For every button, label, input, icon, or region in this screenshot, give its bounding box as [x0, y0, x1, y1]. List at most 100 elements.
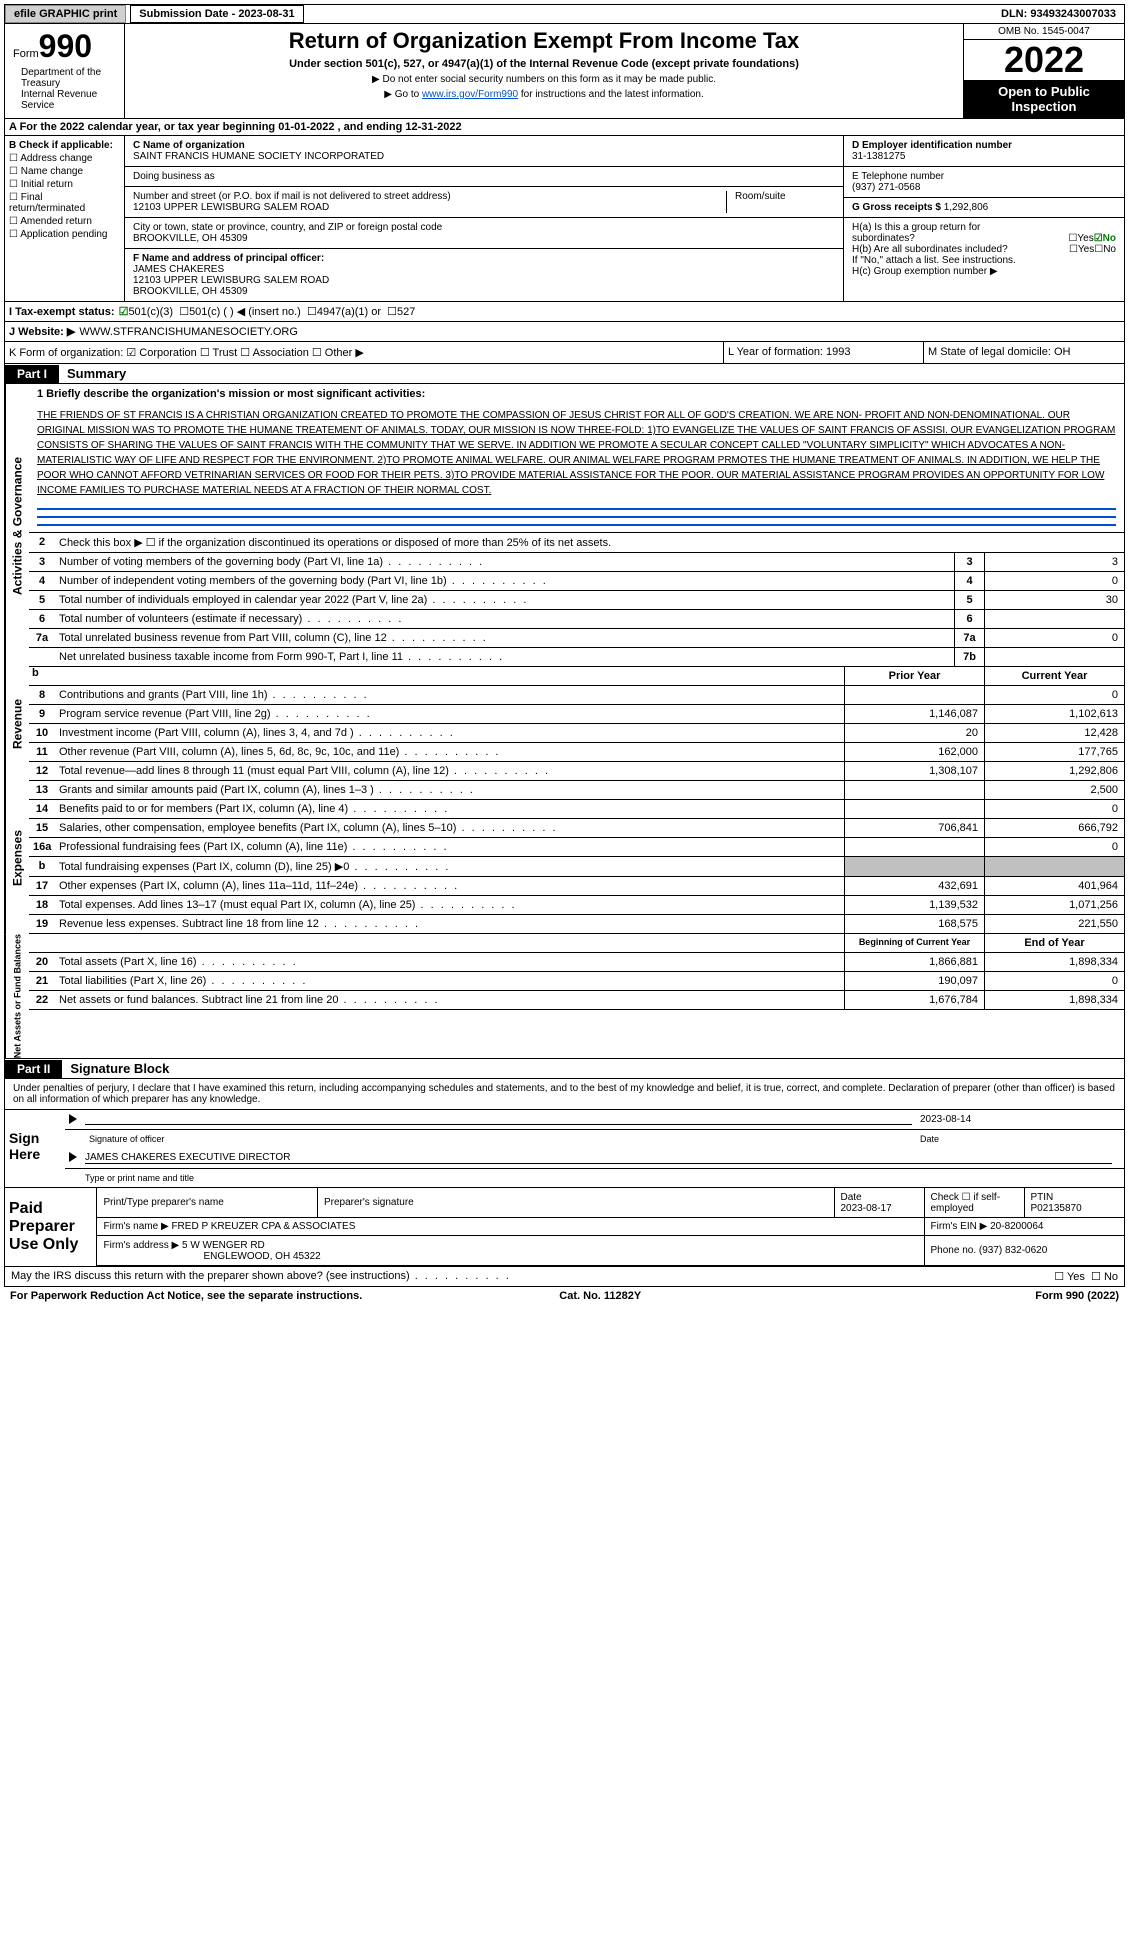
num: 12: [29, 762, 55, 780]
vert-net-assets: Net Assets or Fund Balances: [5, 934, 29, 1058]
h-a-no[interactable]: ☑No: [1094, 233, 1116, 244]
num: 13: [29, 781, 55, 799]
activities-governance-section: Activities & Governance 1 Briefly descri…: [4, 384, 1125, 667]
sign-here-block: Sign Here 2023-08-14 Signature of office…: [4, 1110, 1125, 1188]
desc: Other expenses (Part IX, column (A), lin…: [55, 877, 844, 895]
spacer2: [29, 934, 844, 952]
box: 5: [954, 591, 984, 609]
desc: Net unrelated business taxable income fr…: [55, 648, 954, 666]
desc: Total assets (Part X, line 16): [55, 953, 844, 971]
current: 1,898,334: [984, 991, 1124, 1009]
gov-line-5: 5 Total number of individuals employed i…: [29, 591, 1124, 610]
vert-revenue: Revenue: [5, 667, 29, 781]
num: 3: [29, 553, 55, 571]
cb-final-return[interactable]: ☐ Final return/terminated: [9, 192, 120, 214]
num: 19: [29, 915, 55, 933]
omb-number: OMB No. 1545-0047: [964, 24, 1124, 40]
section-h: H(a) Is this a group return for subordin…: [844, 218, 1124, 281]
prep-date-lbl: Date: [841, 1192, 918, 1203]
gross-label: G Gross receipts $: [852, 202, 941, 213]
net-assets-section: Net Assets or Fund Balances Beginning of…: [4, 934, 1125, 1059]
cb-name-change[interactable]: ☐ Name change: [9, 166, 120, 177]
firm-phone-lbl: Phone no.: [931, 1245, 977, 1256]
val: 30: [984, 591, 1124, 609]
sig-row-2: JAMES CHAKERES EXECUTIVE DIRECTOR: [65, 1148, 1124, 1169]
city-cell: City or town, state or province, country…: [125, 218, 843, 249]
discuss-yes[interactable]: ☐ Yes: [1054, 1270, 1085, 1283]
website-value: WWW.STFRANCISHUMANESOCIETY.ORG: [79, 326, 298, 338]
firm-name: FRED P KREUZER CPA & ASSOCIATES: [171, 1221, 355, 1232]
ptin-lbl: PTIN: [1031, 1192, 1119, 1203]
paid-prep-table: Print/Type preparer's name Preparer's si…: [97, 1188, 1124, 1266]
gov-line-7b: Net unrelated business taxable income fr…: [29, 648, 1124, 667]
line-2-num: 2: [29, 533, 55, 552]
current: 1,292,806: [984, 762, 1124, 780]
net-line-20: 20 Total assets (Part X, line 16) 1,866,…: [29, 953, 1124, 972]
num: [29, 648, 55, 666]
discuss-no[interactable]: ☐ No: [1091, 1270, 1118, 1283]
exp-line-18: 18 Total expenses. Add lines 13–17 (must…: [29, 896, 1124, 915]
sig-row-1: 2023-08-14: [65, 1110, 1124, 1130]
footer: For Paperwork Reduction Act Notice, see …: [4, 1287, 1125, 1305]
col-current-year: Current Year: [984, 667, 1124, 685]
header-bar: efile GRAPHIC print Submission Date - 20…: [4, 4, 1125, 24]
desc: Benefits paid to or for members (Part IX…: [55, 800, 844, 818]
prior: 1,866,881: [844, 953, 984, 971]
num: 17: [29, 877, 55, 895]
line-i: I Tax-exempt status: ☑ 501(c)(3) ☐ 501(c…: [4, 302, 1125, 322]
exp-line-14: 14 Benefits paid to or for members (Part…: [29, 800, 1124, 819]
note2-post: for instructions and the latest informat…: [518, 89, 704, 100]
paperwork-notice: For Paperwork Reduction Act Notice, see …: [10, 1290, 362, 1302]
section-b-title: B Check if applicable:: [9, 140, 120, 151]
num: 11: [29, 743, 55, 761]
desc: Contributions and grants (Part VIII, lin…: [55, 686, 844, 704]
section-f-label: F Name and address of principal officer:: [133, 253, 835, 264]
cb-address-change[interactable]: ☐ Address change: [9, 153, 120, 164]
val: 0: [984, 572, 1124, 590]
arrow-icon: [69, 1114, 77, 1124]
cb-527[interactable]: ☐: [387, 305, 397, 318]
num: 22: [29, 991, 55, 1009]
section-b: B Check if applicable: ☐ Address change …: [5, 136, 125, 301]
efile-print-button[interactable]: efile GRAPHIC print: [5, 5, 126, 23]
current: 177,765: [984, 743, 1124, 761]
gov-line-3: 3 Number of voting members of the govern…: [29, 553, 1124, 572]
net-line-21: 21 Total liabilities (Part X, line 26) 1…: [29, 972, 1124, 991]
prior: 1,308,107: [844, 762, 984, 780]
cb-initial-return[interactable]: ☐ Initial return: [9, 179, 120, 190]
h-b-yes[interactable]: ☐Yes: [1069, 244, 1094, 255]
irs-link[interactable]: www.irs.gov/Form990: [422, 89, 518, 100]
prep-check[interactable]: Check ☐ if self-employed: [924, 1188, 1024, 1217]
prior: 706,841: [844, 819, 984, 837]
box: 4: [954, 572, 984, 590]
exp-line-15: 15 Salaries, other compensation, employe…: [29, 819, 1124, 838]
cb-501c[interactable]: ☐: [179, 305, 189, 318]
h-b-no[interactable]: ☐No: [1094, 244, 1116, 255]
col-end: End of Year: [984, 934, 1124, 952]
discuss-row: May the IRS discuss this return with the…: [4, 1267, 1125, 1287]
desc: Total revenue—add lines 8 through 11 (mu…: [55, 762, 844, 780]
val: 3: [984, 553, 1124, 571]
current: 221,550: [984, 915, 1124, 933]
h-a-yes[interactable]: ☐Yes: [1068, 233, 1093, 244]
desc: Total fundraising expenses (Part IX, col…: [55, 857, 844, 876]
sig-officer-lbl: Signature of officer: [69, 1134, 920, 1144]
val: 0: [984, 629, 1124, 647]
firm-ein-lbl: Firm's EIN ▶: [931, 1221, 988, 1232]
expenses-section: Expenses 13 Grants and similar amounts p…: [4, 781, 1125, 934]
cb-501c3[interactable]: ☑: [119, 305, 129, 318]
gov-line-4: 4 Number of independent voting members o…: [29, 572, 1124, 591]
section-d: D Employer identification number 31-1381…: [844, 136, 1124, 167]
desc: Revenue less expenses. Subtract line 18 …: [55, 915, 844, 933]
address-cell: Number and street (or P.O. box if mail i…: [125, 187, 843, 218]
exp-line-16a: 16a Professional fundraising fees (Part …: [29, 838, 1124, 857]
cb-application[interactable]: ☐ Application pending: [9, 229, 120, 240]
cb-4947[interactable]: ☐: [307, 305, 317, 318]
part-2-label: Part II: [5, 1060, 62, 1078]
ein-label: D Employer identification number: [852, 140, 1116, 151]
form-number-box: Form990 Department of the Treasury Inter…: [5, 24, 125, 118]
tax-year: 2022: [964, 40, 1124, 80]
cb-amended[interactable]: ☐ Amended return: [9, 216, 120, 227]
firm-addr2: ENGLEWOOD, OH 45322: [103, 1251, 320, 1262]
line-l: L Year of formation: 1993: [724, 342, 924, 363]
